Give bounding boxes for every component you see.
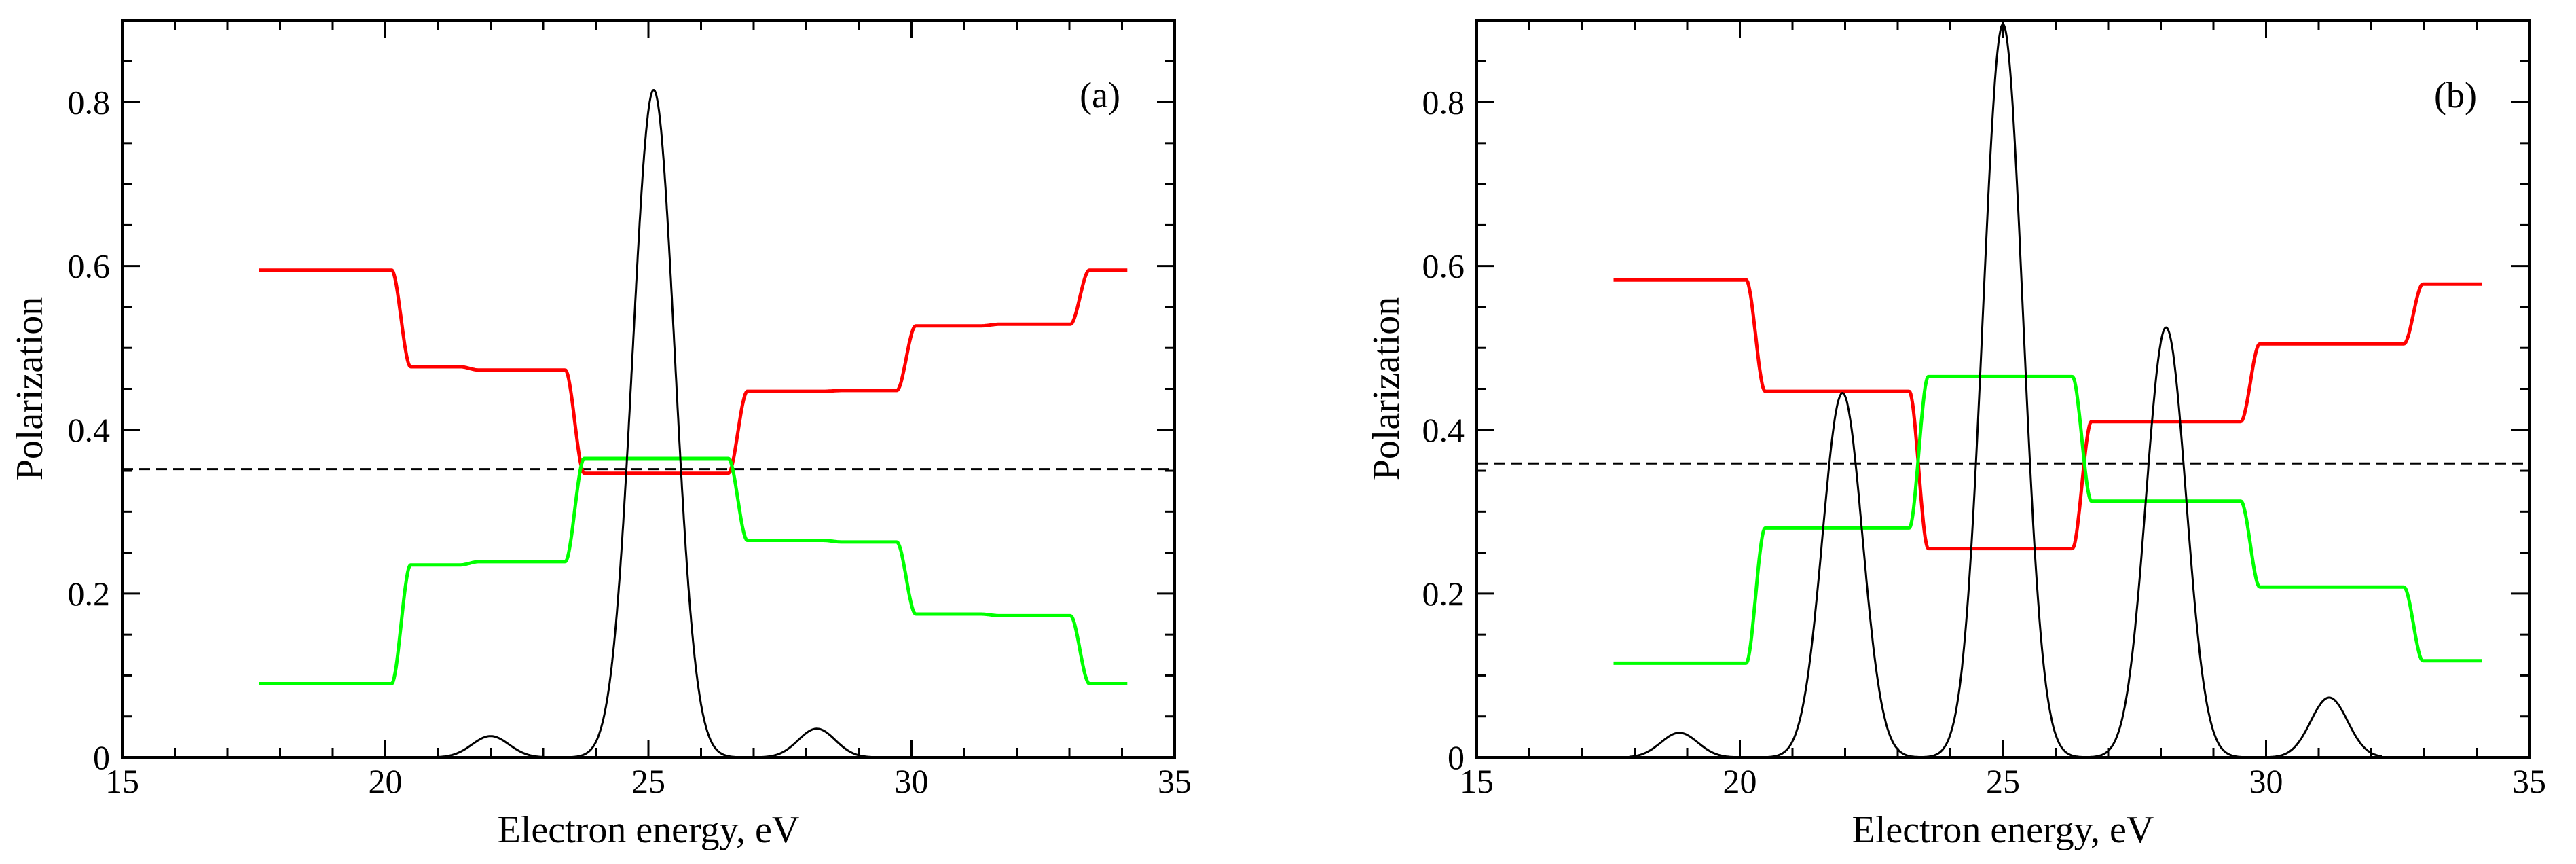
panel-a-x-tick-label: 15	[105, 762, 139, 800]
panel-a-marks	[122, 89, 1175, 759]
panel-a-x-tick-label: 35	[1158, 762, 1192, 800]
panel-b-y-tick-label: 0.6	[1422, 247, 1465, 285]
panel-a-ticks	[121, 19, 1176, 759]
panel-b-y-tick-label: 0.2	[1422, 575, 1465, 613]
panel-a-tick-labels: 15 20 25 30 35 0 0.2 0.4 0.6 0.8	[68, 84, 1192, 800]
panel-b-x-tick-label: 20	[1723, 762, 1757, 800]
panel-b-series-green-step	[1613, 374, 2483, 665]
panel-b-series-spectrum-peaks	[1629, 23, 2382, 759]
panel-a-label: (a)	[1080, 75, 1120, 115]
panel-b-x-tick-label: 15	[1460, 762, 1494, 800]
panel-b-plot-frame	[1475, 19, 2531, 759]
panel-b-ticks	[1475, 19, 2531, 759]
panel-a-y-tick-label: 0.2	[68, 575, 111, 613]
panel-b-y-axis-title: Polarization	[1365, 297, 1407, 481]
panel-b-x-tick-label: 25	[1986, 762, 2020, 800]
panel-a-plot-frame	[121, 19, 1176, 759]
panel-a-series-spectrum-peaks	[437, 89, 881, 759]
panel-b-x-tick-label: 30	[2249, 762, 2283, 800]
panel-a-series-red-step	[258, 268, 1128, 475]
panel-a-y-tick-label: 0.4	[68, 411, 111, 449]
panel-a-x-axis-title: Electron energy, eV	[498, 809, 800, 851]
panel-a-y-axis-title: Polarization	[9, 297, 51, 481]
panel-a-series-green-step	[258, 456, 1128, 685]
panel-b-x-axis-title: Electron energy, eV	[1852, 809, 2154, 851]
panel-b-x-tick-label: 35	[2512, 762, 2546, 800]
panel-a-x-tick-label: 30	[895, 762, 929, 800]
panel-b-y-tick-label: 0	[1448, 738, 1465, 776]
panel-a-y-tick-label: 0.6	[68, 247, 111, 285]
panel-b-tick-labels: 15 20 25 30 35 0 0.2 0.4 0.6 0.8	[1422, 84, 2547, 800]
panel-a-y-tick-label: 0.8	[68, 84, 111, 122]
panel-a-x-tick-label: 20	[369, 762, 403, 800]
panel-a-x-tick-label: 25	[631, 762, 665, 800]
panel-b-label: (b)	[2434, 75, 2477, 115]
panel-b: 15 20 25 30 35 0 0.2 0.4 0.6 0.8 (b) Electron ene…	[1365, 19, 2547, 851]
panel-a: 15 20 25 30 35 0 0.2 0.4 0.6 0.8 (a) Electron ene…	[9, 19, 1192, 851]
panel-a-y-tick-label: 0	[93, 738, 110, 776]
panel-b-y-tick-label: 0.4	[1422, 411, 1465, 449]
panel-b-series-red-step	[1613, 278, 2483, 551]
panel-b-marks	[1477, 23, 2529, 759]
panel-b-y-tick-label: 0.8	[1422, 84, 1465, 122]
